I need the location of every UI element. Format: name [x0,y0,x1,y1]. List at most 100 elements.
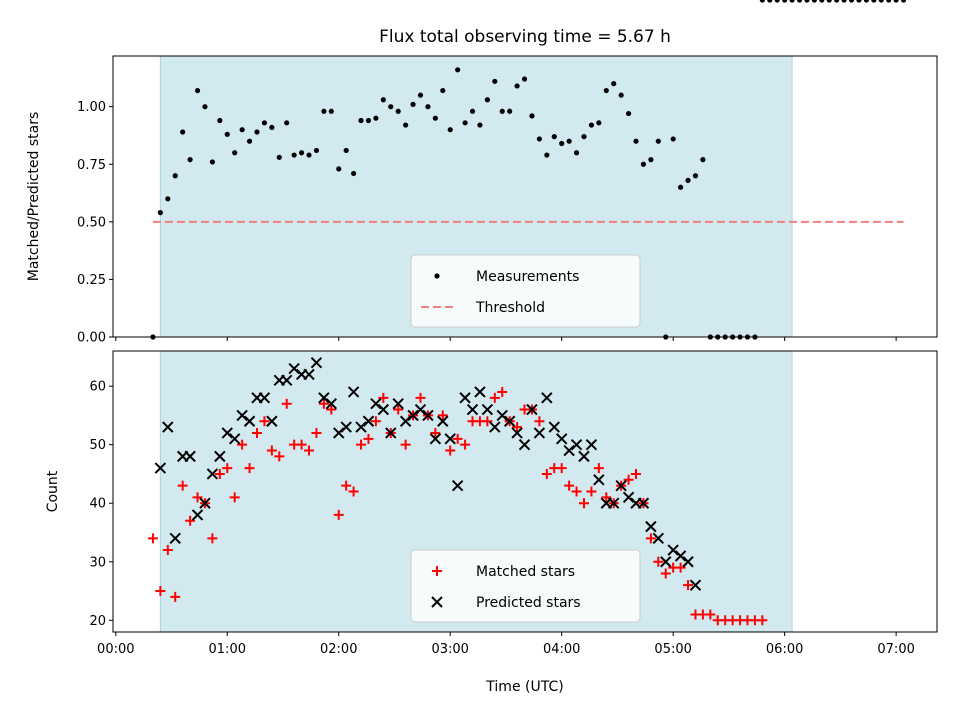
measurement-point [648,157,654,163]
legend-box [410,549,641,623]
measurement-point [469,108,476,114]
y-tick-label: 1.00 [77,100,106,115]
measurement-point [239,127,245,133]
predicted-stars-point [466,403,479,416]
matched-stars-point [177,480,188,491]
measurement-point [172,173,178,179]
series-measurements [150,0,907,340]
measurement-point [499,108,505,114]
measurement-point [246,138,253,144]
predicted-stars-point [362,415,375,427]
measurement-point [298,150,305,156]
measurement-point [514,83,520,89]
measurement-point [834,0,840,3]
predicted-stars-point [340,421,352,433]
x-tick-label: 06:00 [766,642,803,657]
predicted-stars-point [660,556,672,568]
matched-stars-point [251,427,262,438]
predicted-stars-point [518,438,531,451]
predicted-stars-point [303,368,315,381]
series-predicted-stars [154,358,702,591]
predicted-stars-point [377,403,390,416]
y-axis-label: Matched/Predicted stars [26,112,42,282]
measurement-point [633,138,639,144]
predicted-stars-point [281,374,293,386]
measurement-point [685,177,691,183]
matched-stars-point [326,404,337,415]
matched-stars-point [489,392,500,403]
matched-stars-point [660,568,671,579]
predicted-stars-point [444,433,456,445]
measurement-point [477,122,483,128]
predicted-stars-point [481,403,494,416]
measurement-point [484,97,490,103]
measurement-point [492,78,498,84]
matched-stars-point [460,439,471,450]
measurement-point [886,0,892,3]
predicted-stars-point [429,433,442,445]
matched-stars-point [564,480,575,491]
matched-stars-point [593,463,604,474]
measurement-point [209,159,216,165]
panel-1: 0.00 0.25 0.50 0.75 1.00 Matched/Predicted st… [26,0,938,346]
measurement-point [819,0,825,3]
legend: Measurements Threshold [410,254,641,328]
measurement-point [395,108,401,114]
matched-stars-point [556,463,567,474]
predicted-stars-point [199,497,211,509]
measurement-point [217,117,223,124]
measurement-point [618,92,624,98]
measurement-point [670,136,676,142]
predicted-stars-point [541,392,553,404]
measurement-point [261,120,268,126]
predicted-stars-point [399,415,412,427]
matched-stars-point [437,410,448,421]
measurement-point [417,92,424,98]
matched-stars-point [370,416,381,427]
predicted-stars-point [548,421,560,433]
measurement-point [551,134,557,140]
legend-marker-swatch [434,273,440,279]
predicted-stars-point [503,415,516,427]
predicted-stars-point [407,409,419,422]
measurement-point [306,152,312,158]
measurement-point [804,0,810,3]
measurement-point [403,122,409,128]
measurement-point [380,97,386,103]
y-tick-label: 20 [89,614,106,629]
measurement-point [269,124,275,131]
measurement-point [848,0,855,3]
predicted-stars-point [154,462,167,474]
predicted-stars-point [184,450,196,463]
predicted-stars-point [511,427,523,439]
x-axis-label: Time (UTC) [485,679,563,695]
predicted-stars-point [437,415,449,427]
matched-stars-point [311,427,322,438]
measurement-point [573,150,580,156]
predicted-stars-point [622,491,635,504]
measurement-point [187,157,193,163]
measurement-point [871,0,877,3]
x-tick-label: 02:00 [320,642,357,657]
measurement-point [291,152,297,158]
matched-stars-point [229,492,240,503]
measurement-point [826,0,832,3]
measurement-point [796,0,803,3]
measurement-point [455,67,461,73]
chart-title: Flux total observing time = 5.67 h [379,27,671,47]
predicted-stars-point [667,544,679,556]
matched-stars-point [400,439,411,450]
legend-marker-swatch [431,596,443,608]
matched-stars-point [356,439,367,450]
measurement-point [388,104,394,110]
measurement-point [276,154,282,160]
predicted-stars-point [674,550,687,562]
measurement-point [224,131,230,137]
measurement-point [588,122,595,128]
y-tick-label: 50 [89,438,106,453]
measurement-point [841,0,847,3]
x-tick-label: 00:00 [97,642,134,657]
legend-label: Threshold [475,300,545,316]
measurement-point [625,110,632,117]
predicted-stars-point [355,421,367,433]
